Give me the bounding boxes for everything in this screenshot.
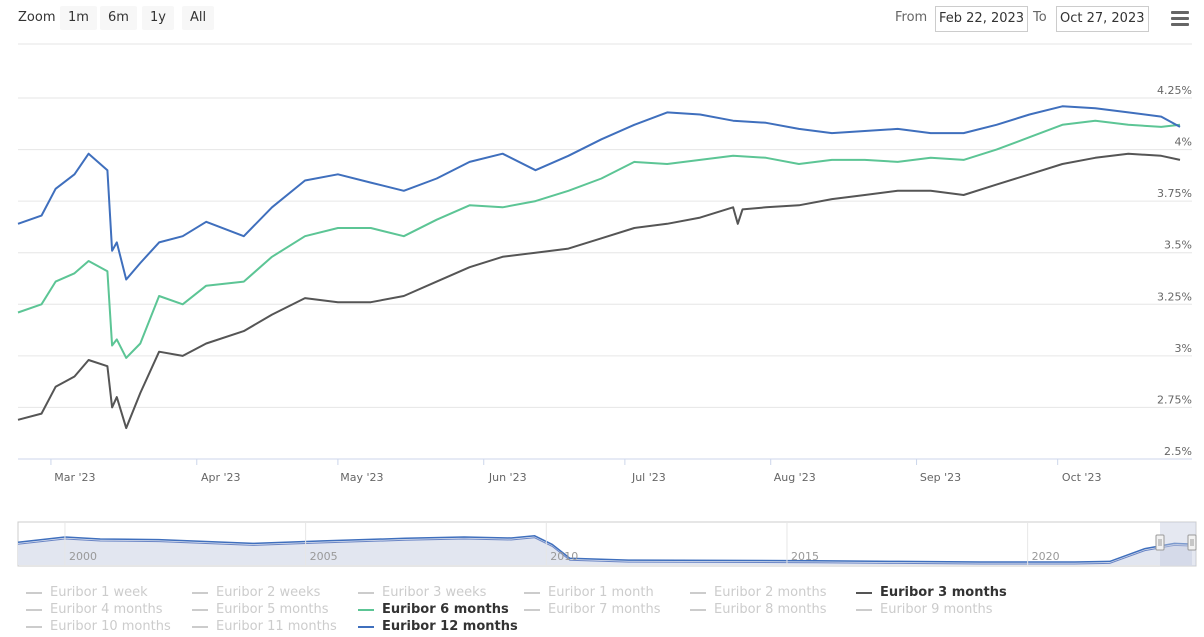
navigator-handle-grip[interactable] bbox=[1155, 534, 1165, 551]
legend-swatch bbox=[26, 592, 42, 594]
legend-label: Euribor 5 months bbox=[216, 602, 329, 617]
navigator-handle[interactable] bbox=[1187, 534, 1197, 551]
range-selector-toolbar: Zoom 1m 6m 1y All From Feb 22, 2023 To O… bbox=[0, 0, 1204, 36]
y-tick-label: 3% bbox=[1175, 342, 1192, 355]
hamburger-menu-icon[interactable] bbox=[1171, 11, 1189, 27]
x-tick-label: May '23 bbox=[340, 471, 383, 484]
y-tick-label: 2.75% bbox=[1157, 393, 1192, 406]
series-line-euribor-6-months[interactable] bbox=[17, 119, 1181, 359]
legend-label: Euribor 10 months bbox=[50, 619, 171, 634]
legend-label: Euribor 2 weeks bbox=[216, 585, 321, 600]
legend-label: Euribor 4 months bbox=[50, 602, 163, 617]
navigator-tick-label: 2010 bbox=[550, 550, 578, 563]
main-chart: 2.5% 2.75% 3% 3.25% 3.5% 3.75% 4% 4.25% Mar '23… bbox=[17, 43, 1192, 484]
x-tick-label: Mar '23 bbox=[54, 471, 95, 484]
from-label: From bbox=[895, 10, 928, 25]
y-tick-label: 4.25% bbox=[1157, 84, 1192, 97]
to-date-input[interactable]: Oct 27, 2023 bbox=[1056, 6, 1149, 32]
from-date-input[interactable]: Feb 22, 2023 bbox=[935, 6, 1029, 32]
zoom-all-button[interactable]: All bbox=[182, 6, 215, 30]
legend-swatch bbox=[192, 592, 208, 594]
x-tick-label: Sep '23 bbox=[920, 471, 961, 484]
legend-label: Euribor 1 week bbox=[50, 585, 148, 600]
legend-swatch bbox=[26, 609, 42, 611]
zoom-1m-button[interactable]: 1m bbox=[60, 6, 97, 30]
legend-swatch bbox=[192, 609, 208, 611]
y-tick-label: 3.5% bbox=[1164, 239, 1192, 252]
legend-label: Euribor 12 months bbox=[382, 619, 518, 634]
zoom-6m-button[interactable]: 6m bbox=[100, 6, 137, 30]
grid-lines bbox=[18, 43, 1192, 460]
x-tick-label: Aug '23 bbox=[774, 471, 816, 484]
legend-swatch bbox=[856, 592, 872, 594]
legend: Euribor 1 week Euribor 2 weeks Euribor 3 w… bbox=[0, 584, 1204, 637]
navigator[interactable]: 2000 2005 2010 2015 2020 bbox=[0, 520, 1204, 570]
navigator-tick-label: 2015 bbox=[791, 550, 819, 563]
y-tick-label: 3.75% bbox=[1157, 187, 1192, 200]
legend-label: Euribor 9 months bbox=[880, 602, 993, 617]
legend-label: Euribor 7 months bbox=[548, 602, 661, 617]
legend-swatch bbox=[524, 609, 540, 611]
x-tick-label: Oct '23 bbox=[1062, 471, 1102, 484]
navigator-series-line-secondary bbox=[17, 537, 1193, 565]
legend-swatch bbox=[192, 626, 208, 628]
legend-swatch bbox=[358, 592, 374, 594]
navigator-tick-label: 2020 bbox=[1032, 550, 1060, 563]
y-axis: 2.5% 2.75% 3% 3.25% 3.5% 3.75% 4% 4.25% bbox=[1157, 84, 1192, 458]
x-axis: Mar '23 Apr '23 May '23 Jun '23 Jul '23 Aug '… bbox=[18, 458, 1192, 484]
legend-label: Euribor 3 weeks bbox=[382, 585, 487, 600]
x-tick-label: Jul '23 bbox=[631, 471, 666, 484]
navigator-handle-grip[interactable] bbox=[1187, 534, 1197, 551]
legend-swatch bbox=[26, 626, 42, 628]
x-tick-label: Jun '23 bbox=[488, 471, 527, 484]
y-tick-label: 3.25% bbox=[1157, 290, 1192, 303]
navigator-x-axis: 2000 2005 2010 2015 2020 bbox=[64, 522, 1060, 566]
navigator-handles[interactable] bbox=[1155, 534, 1197, 551]
x-tick-label: Apr '23 bbox=[201, 471, 241, 484]
zoom-1y-button[interactable]: 1y bbox=[142, 6, 174, 30]
legend-label: Euribor 3 months bbox=[880, 585, 1007, 600]
navigator-tick-label: 2000 bbox=[69, 550, 97, 563]
legend-label: Euribor 11 months bbox=[216, 619, 337, 634]
navigator-handle[interactable] bbox=[1155, 534, 1165, 551]
legend-swatch bbox=[856, 609, 872, 611]
zoom-label: Zoom bbox=[18, 10, 56, 25]
legend-swatch bbox=[690, 592, 706, 594]
series-lines bbox=[17, 105, 1181, 430]
legend-label: Euribor 6 months bbox=[382, 602, 509, 617]
legend-swatch bbox=[358, 626, 374, 628]
series-line-euribor-3-months[interactable] bbox=[17, 152, 1181, 430]
to-label: To bbox=[1033, 10, 1047, 25]
legend-swatch bbox=[524, 592, 540, 594]
y-tick-label: 2.5% bbox=[1164, 445, 1192, 458]
legend-label: Euribor 8 months bbox=[714, 602, 827, 617]
legend-swatch bbox=[358, 609, 374, 611]
y-tick-label: 4% bbox=[1175, 136, 1192, 149]
legend-swatch bbox=[690, 609, 706, 611]
series-line-euribor-12-months[interactable] bbox=[17, 105, 1181, 281]
navigator-series-line bbox=[17, 535, 1193, 563]
legend-label: Euribor 1 month bbox=[548, 585, 654, 600]
navigator-tick-label: 2005 bbox=[310, 550, 338, 563]
legend-label: Euribor 2 months bbox=[714, 585, 827, 600]
